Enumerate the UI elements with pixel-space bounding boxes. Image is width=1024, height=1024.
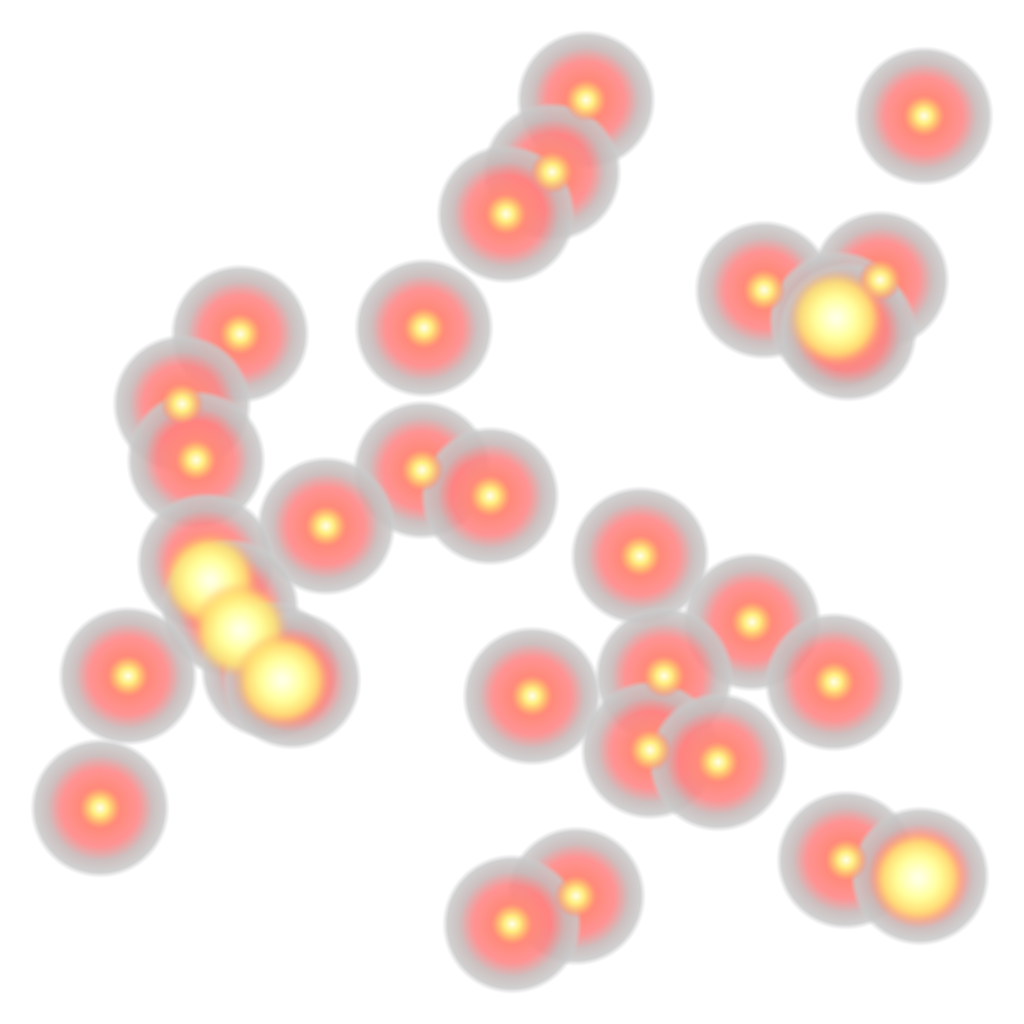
heat-point xyxy=(642,654,686,698)
heat-point xyxy=(468,474,512,518)
heat-point xyxy=(218,312,262,356)
heat-point xyxy=(106,654,150,698)
heat-point xyxy=(304,504,348,548)
heat-point xyxy=(812,660,856,704)
heat-point xyxy=(490,902,534,946)
heat-point xyxy=(554,874,598,918)
heat-point xyxy=(564,78,608,122)
heat-point xyxy=(160,382,204,426)
heatmap-hotspots xyxy=(162,270,966,926)
heat-point xyxy=(730,600,774,644)
heat-point xyxy=(484,192,528,236)
heat-hotspot xyxy=(788,270,884,366)
heat-point xyxy=(824,838,868,882)
heat-point xyxy=(174,438,218,482)
heat-point xyxy=(530,150,574,194)
heat-point xyxy=(618,534,662,578)
heat-point xyxy=(78,786,122,830)
heat-point xyxy=(902,94,946,138)
heat-hotspot xyxy=(234,632,330,728)
heat-point xyxy=(400,448,444,492)
heat-hotspot xyxy=(870,830,966,926)
heat-point xyxy=(696,740,740,784)
heat-point xyxy=(402,306,446,350)
heat-point xyxy=(742,268,786,312)
heat-point xyxy=(510,674,554,718)
heat-point xyxy=(628,728,672,772)
